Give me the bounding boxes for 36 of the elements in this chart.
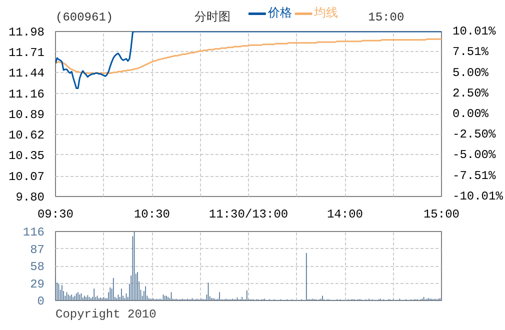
chart-title: (600961) — [56, 10, 114, 24]
y2-tick-label: 2.50% — [452, 86, 490, 100]
y2-tick-label: -7.51% — [452, 168, 497, 183]
x-tick-label: 10:30 — [134, 208, 170, 222]
legend-label: 价格 — [266, 6, 292, 21]
y-tick-label: 0 — [37, 294, 44, 308]
y-tick-label: 116 — [22, 226, 45, 240]
y2-tick-label: 0.00% — [452, 107, 490, 121]
text: 15:00 — [368, 10, 404, 24]
y-tick-label: 87 — [30, 242, 45, 257]
y2-tick-label: -5.00% — [452, 148, 497, 162]
y-tick-label: 11.16 — [8, 88, 45, 102]
y2-tick-label: 7.51% — [452, 45, 490, 60]
x-tick-label: 11:30/13:00 — [208, 208, 288, 222]
y-tick-label: 11.71 — [8, 46, 45, 60]
y-tick-label: 9.80 — [16, 190, 45, 204]
line-series — [56, 38, 442, 74]
y-tick-label: 58 — [30, 260, 45, 274]
y-tick-label: 11.98 — [8, 26, 45, 40]
x-tick-label: 14:00 — [326, 208, 364, 222]
chart-subtitle: 分时图 — [194, 10, 230, 24]
y2-tick-label: -10.01% — [452, 190, 504, 204]
y-tick-label: 10.89 — [8, 108, 45, 122]
y-tick-label: 29 — [30, 277, 45, 292]
y2-tick-label: 5.00% — [452, 66, 490, 80]
y2-tick-label: 10.01% — [452, 24, 497, 38]
y-tick-label: 10.62 — [8, 128, 45, 142]
x-tick-label: 15:00 — [423, 208, 460, 222]
x-tick-label: 09:30 — [37, 208, 74, 222]
y-tick-label: 10.35 — [8, 148, 45, 163]
line-series — [56, 32, 442, 90]
legend-label: 均线 — [313, 6, 338, 21]
y2-tick-label: -2.50% — [452, 128, 497, 142]
y-tick-label: 11.44 — [8, 66, 45, 80]
y-tick-label: 10.07 — [8, 170, 45, 184]
text: Copyright 2010 — [56, 308, 156, 322]
